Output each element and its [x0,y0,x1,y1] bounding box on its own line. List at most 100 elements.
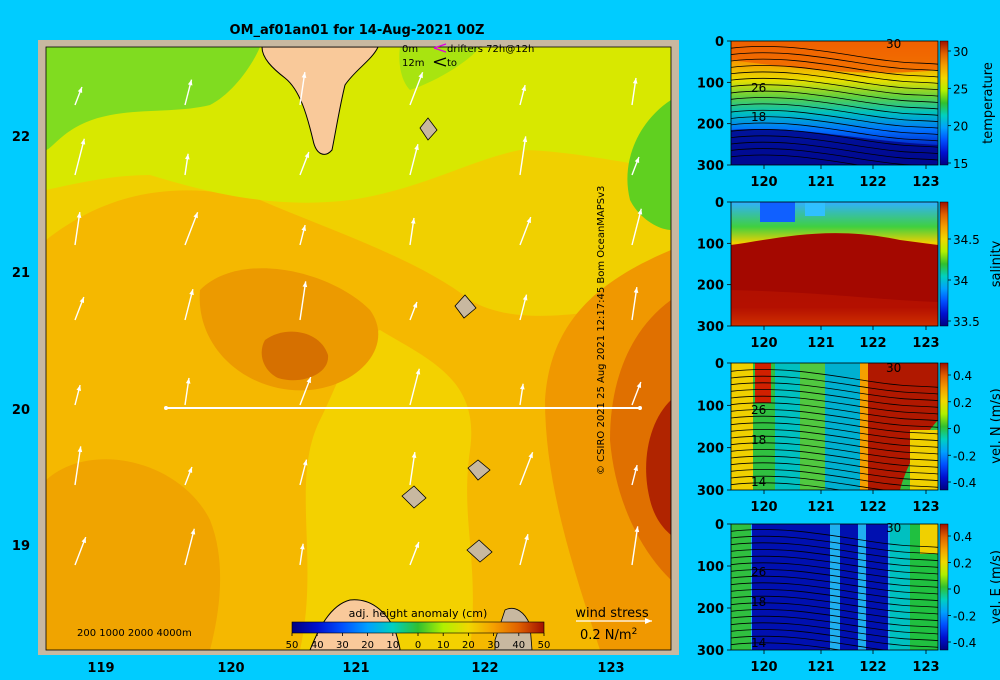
panel-x-tick-label: 123 [912,660,939,675]
panel-x-tick-label: 122 [859,336,886,351]
contour-label: 30 [886,521,901,535]
map-x-axis: 119 120 121 122 123 [87,661,624,676]
wind-vector-arrowhead [81,537,86,544]
vel-e-band [910,524,938,650]
panel-cbar-tick-label: -0.4 [953,636,976,650]
contour-line [731,375,938,395]
vel-n-panel: 30 26 18 14 [730,361,939,491]
wind-vector-arrowhead [304,152,310,159]
wind-vector-arrowhead [418,72,423,79]
contour-line [731,154,861,165]
bathymetry-labels: 200 1000 2000 4000m [77,628,192,639]
temperature-warm-top [731,41,938,73]
panel-y-tick-label: 100 [697,76,724,91]
panel-cbar-tick-label: 15 [953,157,968,171]
wind-vector-arrowhead [77,86,83,93]
panel-x-tick-label: 121 [807,336,834,351]
colorbar-tick-label: 40 [311,640,324,651]
contour-label: 14 [751,636,766,650]
land-islet-1 [419,117,438,141]
salinity-fresh-patch-2 [805,202,825,216]
colorbar-tick-label: 50 [286,640,299,651]
panel-y-tick-label: 300 [697,484,724,499]
contour-line [731,462,938,482]
contour-line [731,575,938,595]
vel-n-field [731,363,938,490]
land-south-taiwan [261,47,379,155]
wind-vector-arrowhead [189,289,194,296]
temperature-border [730,40,939,166]
panel-cbar-tick-label: 0 [953,423,961,437]
contour-line [731,455,938,475]
map-border [45,46,672,651]
panel-x-tick-label: 123 [912,500,939,515]
contour-line [731,635,888,650]
wind-vector-arrowhead [633,287,639,293]
wind-stress-legend: wind stress 0.2 N/m2 [575,606,652,643]
wind-vector-arrowhead [302,281,308,288]
panel-cbar-tick-label: -0.2 [953,449,976,463]
contour-line [731,442,938,462]
vel-n-colorbar [939,362,949,491]
contour-label: 18 [751,433,766,447]
height-anomaly-map: 119 120 121 122 123 22 21 20 19 0m drift… [12,40,679,676]
panel-x-tick-label: 120 [750,660,777,675]
contour-line [731,52,938,71]
wind-vector-arrowhead [636,382,642,389]
contour-line [731,103,938,123]
wind-stress-arrowhead-icon [645,618,652,624]
panel-y-tick-label: 300 [697,320,724,335]
legend-to-text: to [447,58,457,69]
panel-y-tick-label: 0 [715,196,724,211]
wind-vector-arrowhead [79,297,85,304]
contour-line [731,148,922,165]
temperature-axis-label: temperature [981,62,996,144]
field-green-nw [46,47,260,150]
panel-cbar-tick-label: 34.5 [953,233,980,247]
vel-n-band [910,430,938,490]
field-yellow-centre [300,330,473,650]
contour-line [731,45,938,65]
colorbar-title: adj. height anomaly (cm) [349,607,488,620]
contour-line [731,71,938,91]
panel-cbar-tick-label: 34 [953,274,968,288]
panel-x-tick-label: 123 [912,336,939,351]
salinity-panel [730,201,939,327]
contour-line [731,469,938,488]
colorbar-gradient [291,621,545,634]
land-islet-2 [454,294,477,319]
wind-vector-arrowhead [306,377,311,384]
contour-line [731,622,938,642]
panel-cbar-tick-label: 20 [953,120,968,134]
drifter-magenta-icon [433,43,447,53]
contour-line [731,141,938,161]
panel-cbar-tick-label: 0.4 [953,369,972,383]
wind-vector [74,212,81,246]
panel-y-tick-label: 200 [697,442,724,457]
colorbar-tick-label: 10 [386,640,399,651]
panel-x-tick-label: 120 [750,500,777,515]
wind-vector-arrowhead [414,144,419,151]
wind-vector [631,526,639,566]
panel-cbar-tick-label: 25 [953,82,968,96]
map-y-axis: 22 21 20 19 [12,130,30,554]
panel-x-tick-label: 121 [807,660,834,675]
panel-x-tick-label: 122 [859,500,886,515]
wind-vector-arrowhead [301,225,307,231]
contour-label: 18 [751,110,766,124]
contour-line [731,435,938,455]
wind-stress-label: wind stress [575,606,649,621]
panel-cbar-tick-label: -0.4 [953,476,976,490]
x-tick-label: 119 [87,661,114,676]
wind-vector-arrowhead [412,301,418,308]
vel-n-band [731,363,753,490]
temperature-panel: 30 26 18 [730,37,939,166]
contour-line [731,116,938,135]
contour-line [731,562,938,582]
panel-x-tick-label: 123 [912,175,939,190]
section-start-dot [164,406,168,410]
wind-vector-arrowhead [190,528,196,535]
colorbar-tick-label: 20 [462,640,475,651]
wind-vector-arrowhead [302,459,308,466]
panel-y-tick-label: 200 [697,602,724,617]
